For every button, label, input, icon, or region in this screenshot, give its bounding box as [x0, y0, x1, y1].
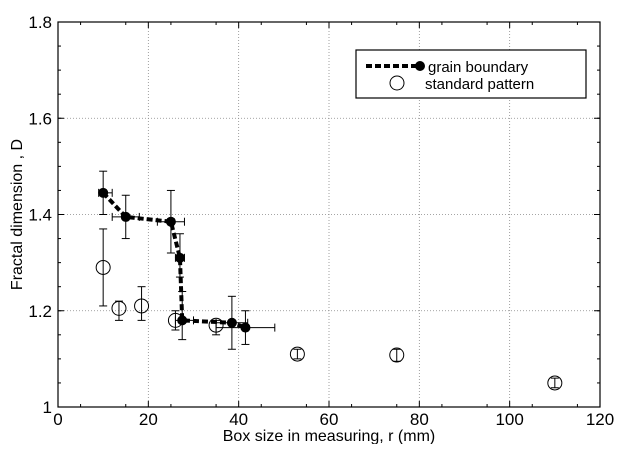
x-tick-label: 120 — [586, 410, 614, 429]
ticks-layer: 0 20 40 60 80 100 120 1 1.2 1.4 1.6 1.8 — [28, 13, 614, 429]
marker-layer — [95, 187, 563, 391]
legend-label-grain-boundary: grain boundary — [428, 59, 529, 76]
data-point-standard-pattern — [547, 375, 563, 391]
x-tick-label: 100 — [495, 410, 523, 429]
data-point-grain-boundary — [174, 252, 185, 263]
data-point-standard-pattern — [389, 347, 405, 363]
data-point-standard-pattern — [134, 298, 150, 314]
x-tick-label: 80 — [410, 410, 429, 429]
grid-layer — [58, 22, 600, 407]
y-tick-label: 1.2 — [28, 302, 52, 321]
x-tick-label: 60 — [320, 410, 339, 429]
data-point-standard-pattern — [111, 300, 127, 316]
legend-label-standard-pattern: standard pattern — [425, 76, 534, 93]
data-point-standard-pattern — [289, 346, 305, 362]
legend-marker-standard-pattern — [389, 75, 405, 91]
data-point-standard-pattern — [95, 259, 111, 275]
legend: grain boundary standard pattern — [355, 49, 587, 99]
legend-marker-grain-boundary — [415, 61, 425, 71]
y-tick-label: 1.4 — [28, 206, 52, 225]
x-axis-title: Box size in measuring, r (mm) — [223, 428, 436, 444]
data-point-grain-boundary — [98, 187, 109, 198]
x-tick-label: 0 — [53, 410, 62, 429]
data-point-grain-boundary — [120, 211, 131, 222]
y-tick-label: 1.6 — [28, 109, 52, 128]
x-tick-label: 20 — [139, 410, 158, 429]
data-point-grain-boundary — [240, 322, 251, 333]
data-point-standard-pattern — [167, 312, 183, 328]
x-tick-label: 40 — [229, 410, 248, 429]
data-point-standard-pattern — [208, 317, 224, 333]
errorbar-layer — [98, 170, 559, 389]
y-tick-label: 1.8 — [28, 13, 52, 32]
y-tick-label: 1 — [43, 398, 52, 417]
data-point-grain-boundary — [165, 216, 176, 227]
y-axis-title: Fractal dimension , D — [9, 139, 26, 290]
data-point-grain-boundary — [226, 317, 237, 328]
